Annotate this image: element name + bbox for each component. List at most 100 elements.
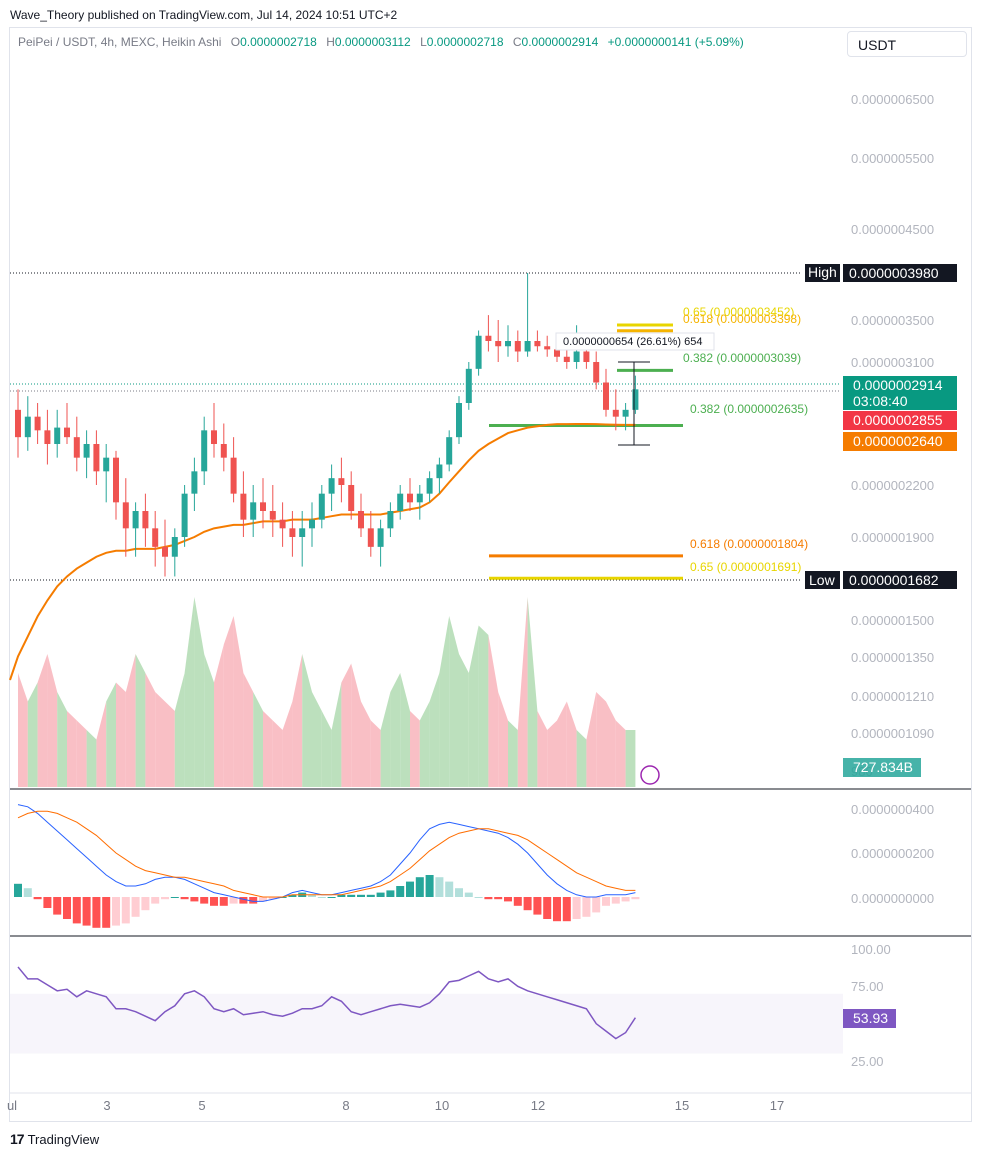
volume-segment	[204, 654, 214, 787]
publisher-line: Wave_Theory published on TradingView.com…	[10, 8, 398, 22]
rsi-line	[17, 966, 637, 1040]
candle-body	[456, 403, 462, 438]
candle-body	[387, 511, 394, 529]
macd-histogram-bar	[190, 897, 199, 902]
macd-histogram-bar	[317, 897, 326, 898]
currency-selector[interactable]: USDT	[847, 31, 967, 57]
macd-histogram-bar	[72, 897, 81, 924]
price-axis-tick: 0.0000001900	[851, 530, 934, 545]
candle-body	[554, 349, 560, 357]
volume-segment	[488, 635, 499, 787]
macd-histogram-bar	[92, 897, 101, 928]
rsi-band	[10, 993, 843, 1054]
chart-frame	[9, 27, 972, 1122]
volume-segment	[67, 711, 77, 787]
volume-segment	[174, 673, 185, 787]
candle-body	[220, 444, 227, 458]
candle-body	[622, 409, 629, 417]
macd-histogram-bar	[621, 897, 630, 902]
volume-segment	[321, 711, 332, 787]
candle-body	[260, 502, 266, 511]
volume-segment	[184, 597, 195, 787]
candle-body	[64, 427, 70, 438]
candle-body	[407, 493, 413, 503]
time-axis-tick: 8	[342, 1098, 349, 1113]
time-axis-tick: 5	[198, 1098, 205, 1113]
volume-segment	[135, 654, 146, 787]
macd-histogram-bar	[396, 886, 405, 897]
candle-body	[54, 427, 61, 444]
candle-body	[573, 351, 580, 362]
symbol-legend: PeiPei / USDT, 4h, MEXC, Heikin Ashi O0.…	[18, 35, 744, 49]
low-value: 0.0000002718	[426, 35, 504, 49]
volume-segment	[351, 663, 361, 787]
macd-histogram-bar	[102, 897, 111, 928]
volume-segment	[106, 682, 116, 787]
macd-histogram-bar	[553, 897, 561, 922]
candle-body	[377, 528, 384, 547]
candle-body	[191, 471, 198, 494]
macd-histogram-bar	[249, 897, 258, 904]
candle-body	[446, 437, 453, 465]
macd-histogram-bar	[474, 897, 483, 898]
macd-histogram-bar	[308, 894, 316, 897]
volume-segment	[429, 673, 440, 787]
candle-body	[181, 493, 188, 537]
candle-body	[34, 416, 41, 431]
candle-body	[299, 528, 306, 537]
volume-segment	[57, 692, 67, 787]
candle-body	[534, 341, 541, 347]
candle-body	[612, 409, 619, 417]
volume-tag-box	[843, 758, 921, 777]
volume-segment	[27, 682, 38, 787]
volume-segment	[439, 616, 450, 787]
macd-histogram-bar	[131, 897, 140, 917]
macd-histogram-bar	[327, 897, 336, 898]
time-axis-tick: 3	[103, 1098, 110, 1113]
price-tag-value: 0.0000002855	[853, 412, 943, 428]
macd-histogram-bar	[376, 892, 385, 897]
volume-segment	[165, 701, 175, 787]
macd-histogram-bar	[533, 897, 542, 915]
volume-segment	[145, 673, 156, 787]
candle-body	[358, 511, 364, 529]
price-tag-countdown: 03:08:40	[853, 393, 908, 409]
price-tag-value: 0.0000002640	[853, 433, 943, 449]
measure-box	[555, 332, 715, 351]
macd-histogram-bar	[562, 897, 571, 922]
macd-axis-tick: 0.0000000000	[851, 891, 934, 906]
candle-body	[465, 368, 472, 403]
price-axis-tick: 0.0000001210	[851, 689, 934, 704]
volume-segment	[302, 654, 312, 787]
candle-body	[426, 478, 433, 494]
low-value: 0.0000001682	[849, 572, 939, 588]
tradingview-logo-icon: 17	[10, 1131, 25, 1147]
macd-histogram-bar	[504, 897, 512, 902]
candle-body	[416, 493, 423, 503]
fib-level-label: 0.618 (0.0000001804)	[690, 537, 808, 551]
rsi-tag-box	[843, 1009, 896, 1028]
candle-body	[279, 519, 286, 529]
high-value: 0.0000003112	[334, 35, 411, 49]
volume-segment	[155, 692, 165, 787]
footer: 17 TradingView	[10, 1131, 99, 1147]
macd-histogram-bar	[112, 897, 120, 926]
volume-segment	[86, 730, 97, 787]
candle-body	[397, 493, 404, 511]
price-axis-tick: 0.0000005500	[851, 151, 934, 166]
macd-histogram-bar	[611, 897, 620, 904]
macd-histogram-bar	[425, 875, 434, 897]
candle-body	[230, 457, 237, 494]
volume-segment	[370, 720, 381, 787]
macd-histogram-bar	[200, 897, 209, 904]
macd-line	[17, 804, 636, 902]
candle-body	[113, 457, 119, 503]
price-tag-box	[843, 411, 957, 430]
symbol-name: PeiPei / USDT, 4h, MEXC, Heikin Ashi	[18, 35, 222, 49]
macd-histogram-bar	[592, 897, 601, 913]
volume-segment	[37, 654, 48, 787]
candle-body	[367, 528, 374, 547]
volume-segment	[390, 673, 401, 787]
candle-body	[632, 389, 639, 410]
